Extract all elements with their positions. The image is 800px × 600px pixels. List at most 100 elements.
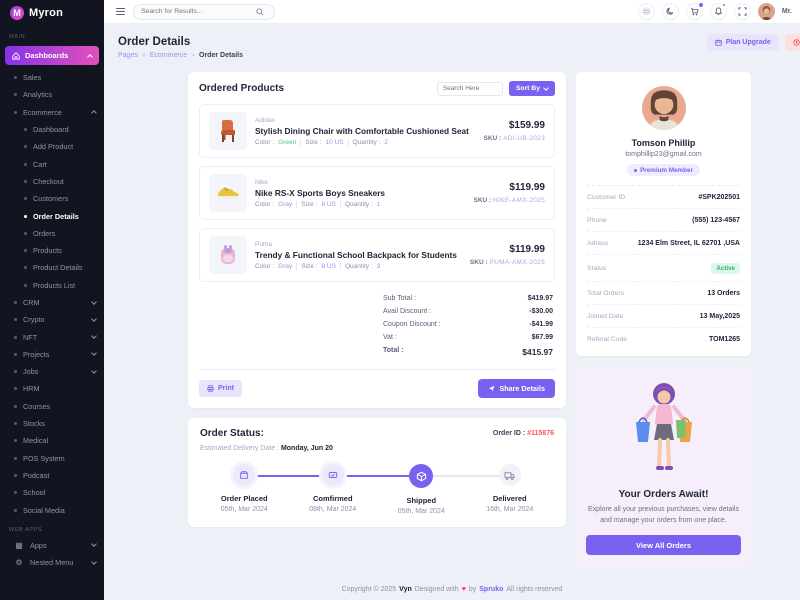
- user-name-label[interactable]: Mr.: [781, 8, 792, 15]
- sidebar-item-crypto[interactable]: Crypto: [0, 311, 104, 328]
- product-row[interactable]: Puma Trendy & Functional School Backpack…: [199, 228, 555, 282]
- product-row[interactable]: Adidas Stylish Dining Chair with Comfort…: [199, 104, 555, 158]
- product-sku: ADI-UB-2023: [503, 135, 545, 142]
- sidebar-item-nested-menu[interactable]: ⚙ Nested Menu: [0, 554, 104, 571]
- sidebar-item-orders[interactable]: Orders: [0, 225, 104, 242]
- language-flag-icon[interactable]: [637, 3, 655, 20]
- sidebar-item-hrm[interactable]: HRM: [0, 380, 104, 397]
- confirmed-check-icon: [318, 461, 347, 489]
- sidebar-item-social-media[interactable]: Social Media: [0, 501, 104, 518]
- sidebar-item-dashboard[interactable]: Dashboard: [0, 121, 104, 138]
- product-meta: Color : Gray Size :8 US Quantity :1: [255, 200, 381, 208]
- customer-avatar: [641, 86, 686, 130]
- sidebar-item-checkout[interactable]: Checkout: [0, 173, 104, 190]
- notifications-bell-icon[interactable]: [709, 3, 727, 20]
- sidebar-item-nft[interactable]: NFT: [0, 328, 104, 345]
- bullet-icon: [24, 128, 27, 132]
- sidebar: M Myron MAIN Dashboards Sales Analytics …: [0, 0, 104, 600]
- sidebar-item-products[interactable]: Products: [0, 242, 104, 259]
- product-price: $119.99: [509, 182, 545, 193]
- ordered-products-title: Ordered Products: [199, 83, 285, 94]
- status-badge: Active: [711, 262, 740, 274]
- sidebar-item-product-details[interactable]: Product Details: [0, 259, 104, 276]
- user-avatar[interactable]: [757, 3, 775, 20]
- sidebar-item-cart[interactable]: Cart: [0, 155, 104, 172]
- address-row: Adress 1234 Elm Street, IL 62701 ,USA: [587, 232, 740, 255]
- sidebar-item-projects[interactable]: Projects: [0, 346, 104, 363]
- phone-row: Phone (555) 123-4567: [587, 209, 740, 232]
- fullscreen-icon[interactable]: [733, 3, 751, 20]
- sidebar-item-podcast[interactable]: Podcast: [0, 467, 104, 484]
- view-all-orders-button[interactable]: View All Orders: [586, 535, 741, 555]
- dark-mode-moon-icon[interactable]: [661, 3, 679, 20]
- sidebar-item-crm[interactable]: CRM: [0, 294, 104, 311]
- sidebar-item-stocks[interactable]: Stocks: [0, 415, 104, 432]
- breadcrumb-current: Order Details: [199, 52, 243, 59]
- sidebar-item-sales[interactable]: Sales: [0, 69, 104, 86]
- bullet-icon: [14, 318, 17, 322]
- bullet-icon: [14, 370, 17, 374]
- product-name[interactable]: Stylish Dining Chair with Comfortable Cu…: [255, 125, 469, 136]
- sidebar-item-school[interactable]: School: [0, 484, 104, 501]
- left-column: Ordered Products Sort By Adidas Stylish …: [188, 72, 566, 527]
- notification-dot: [721, 3, 726, 7]
- bullet-icon: [24, 249, 27, 253]
- footer-brand: Vyn: [399, 585, 412, 593]
- sidebar-item-ecommerce[interactable]: Ecommerce: [0, 104, 104, 121]
- sidebar-item-jobs[interactable]: Jobs: [0, 363, 104, 380]
- bullet-icon: [24, 179, 27, 183]
- sidebar-item-courses[interactable]: Courses: [0, 398, 104, 415]
- chevron-down-icon: [91, 558, 97, 565]
- product-row[interactable]: Nike Nike RS-X Sports Boys Sneakers Colo…: [199, 166, 555, 220]
- product-sku: NIKE-AMX-2025: [493, 197, 545, 204]
- menu-toggle-icon[interactable]: [116, 7, 125, 16]
- cart-badge: [697, 2, 704, 8]
- step-order-placed: Order Placed 05th, Mar 2024: [200, 461, 289, 515]
- share-details-button[interactable]: Share Details: [478, 379, 555, 398]
- bullet-icon: [14, 335, 17, 339]
- estimated-delivery: Estimated Delivery Date : Monday, Jun 20: [200, 445, 333, 452]
- plan-upgrade-button[interactable]: Plan Upgrade: [706, 34, 779, 51]
- vat-row: Vat : $67.99: [383, 334, 553, 341]
- search-icon[interactable]: [256, 7, 264, 16]
- sort-by-button[interactable]: Sort By: [508, 81, 555, 96]
- bullet-icon: [14, 110, 17, 114]
- sidebar-item-pos-system[interactable]: POS System: [0, 450, 104, 467]
- sidebar-item-medical[interactable]: Medical: [0, 432, 104, 449]
- bullet-icon: [14, 456, 17, 460]
- shipped-package-icon: [409, 464, 434, 488]
- home-icon: [12, 51, 20, 60]
- sidebar-item-apps[interactable]: ▦ Apps: [0, 537, 104, 554]
- sidebar-item-customers[interactable]: Customers: [0, 190, 104, 207]
- referral-code-row: Referal Code TOM1265: [587, 335, 740, 343]
- global-search-input[interactable]: [141, 8, 251, 15]
- product-price: $159.99: [508, 120, 545, 131]
- app-logo[interactable]: M Myron: [0, 0, 104, 26]
- printer-icon: [207, 385, 214, 392]
- chevron-up-icon: [87, 53, 93, 60]
- sidebar-item-analytics[interactable]: Analytics: [0, 86, 104, 103]
- bullet-icon: [24, 197, 27, 201]
- bullet-icon: [14, 491, 17, 495]
- export-button[interactable]: Export: [784, 34, 800, 51]
- breadcrumb-ecommerce[interactable]: Ecommerce: [149, 52, 188, 59]
- export-icon: [793, 39, 800, 46]
- products-search-input[interactable]: [436, 81, 503, 96]
- product-name[interactable]: Trendy & Functional School Backpack for …: [255, 249, 457, 260]
- sidebar-item-add-product[interactable]: Add Product: [0, 138, 104, 155]
- breadcrumb-pages[interactable]: Pages: [118, 52, 138, 59]
- gear-icon: ⚙: [15, 558, 23, 568]
- product-image-sneaker: [209, 174, 247, 212]
- product-meta: Color : Green Size :10 US Quantity :2: [255, 138, 389, 146]
- logo-icon: M: [10, 6, 24, 20]
- sidebar-item-dashboards[interactable]: Dashboards: [5, 46, 99, 65]
- print-button[interactable]: Print: [199, 380, 242, 397]
- chevron-down-icon: [91, 367, 97, 374]
- chevron-down-icon: [91, 350, 97, 357]
- footer-studio-link[interactable]: Spruko: [479, 585, 504, 593]
- sidebar-item-products-list[interactable]: Products List: [0, 277, 104, 294]
- cart-icon[interactable]: [685, 2, 704, 20]
- sidebar-item-order-details[interactable]: Order Details: [0, 207, 104, 224]
- product-name[interactable]: Nike RS-X Sports Boys Sneakers: [255, 187, 386, 198]
- chevron-down-icon: [91, 315, 97, 322]
